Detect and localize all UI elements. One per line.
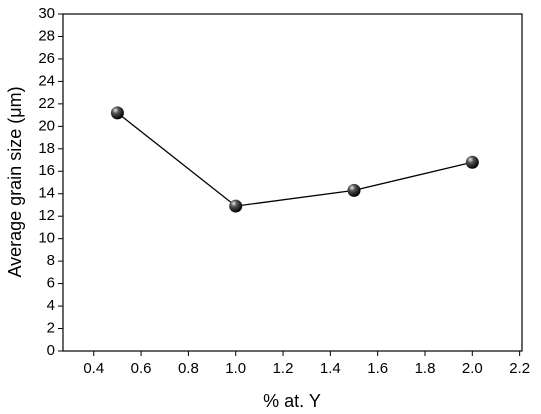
x-tick-label: 1.8 xyxy=(415,360,436,377)
y-axis-title: Average grain size (μm) xyxy=(5,86,25,277)
y-tick-label: 20 xyxy=(38,117,55,134)
x-tick-label: 0.6 xyxy=(131,360,152,377)
x-tick-label: 1.6 xyxy=(367,360,388,377)
y-tick-label: 24 xyxy=(38,72,55,89)
x-tick-label: 0.8 xyxy=(178,360,199,377)
y-tick-label: 26 xyxy=(38,50,55,67)
y-tick-label: 22 xyxy=(38,95,55,112)
y-tick-label: 0 xyxy=(47,342,55,359)
y-tick-label: 30 xyxy=(38,5,55,22)
y-tick-label: 4 xyxy=(47,297,55,314)
y-tick-label: 10 xyxy=(38,230,55,247)
x-tick-label: 1.0 xyxy=(225,360,246,377)
x-tick-label: 1.4 xyxy=(320,360,341,377)
y-tick-label: 18 xyxy=(38,140,55,157)
x-tick-label: 2.2 xyxy=(509,360,530,377)
plot-frame xyxy=(62,13,523,352)
y-tick-label: 2 xyxy=(47,320,55,337)
marker xyxy=(347,183,361,197)
x-axis-title: % at. Y xyxy=(263,391,321,411)
y-tick-label: 28 xyxy=(38,27,55,44)
y-tick-label: 6 xyxy=(47,275,55,292)
x-tick-label: 0.4 xyxy=(83,360,104,377)
y-tick-label: 16 xyxy=(38,162,55,179)
x-tick-label: 1.2 xyxy=(273,360,294,377)
y-tick-label: 14 xyxy=(38,185,55,202)
marker xyxy=(110,106,124,120)
y-tick-label: 8 xyxy=(47,252,55,269)
y-tick-label: 12 xyxy=(38,207,55,224)
x-tick-label: 2.0 xyxy=(462,360,483,377)
marker xyxy=(465,155,479,169)
line xyxy=(117,112,473,207)
marker xyxy=(229,199,243,213)
